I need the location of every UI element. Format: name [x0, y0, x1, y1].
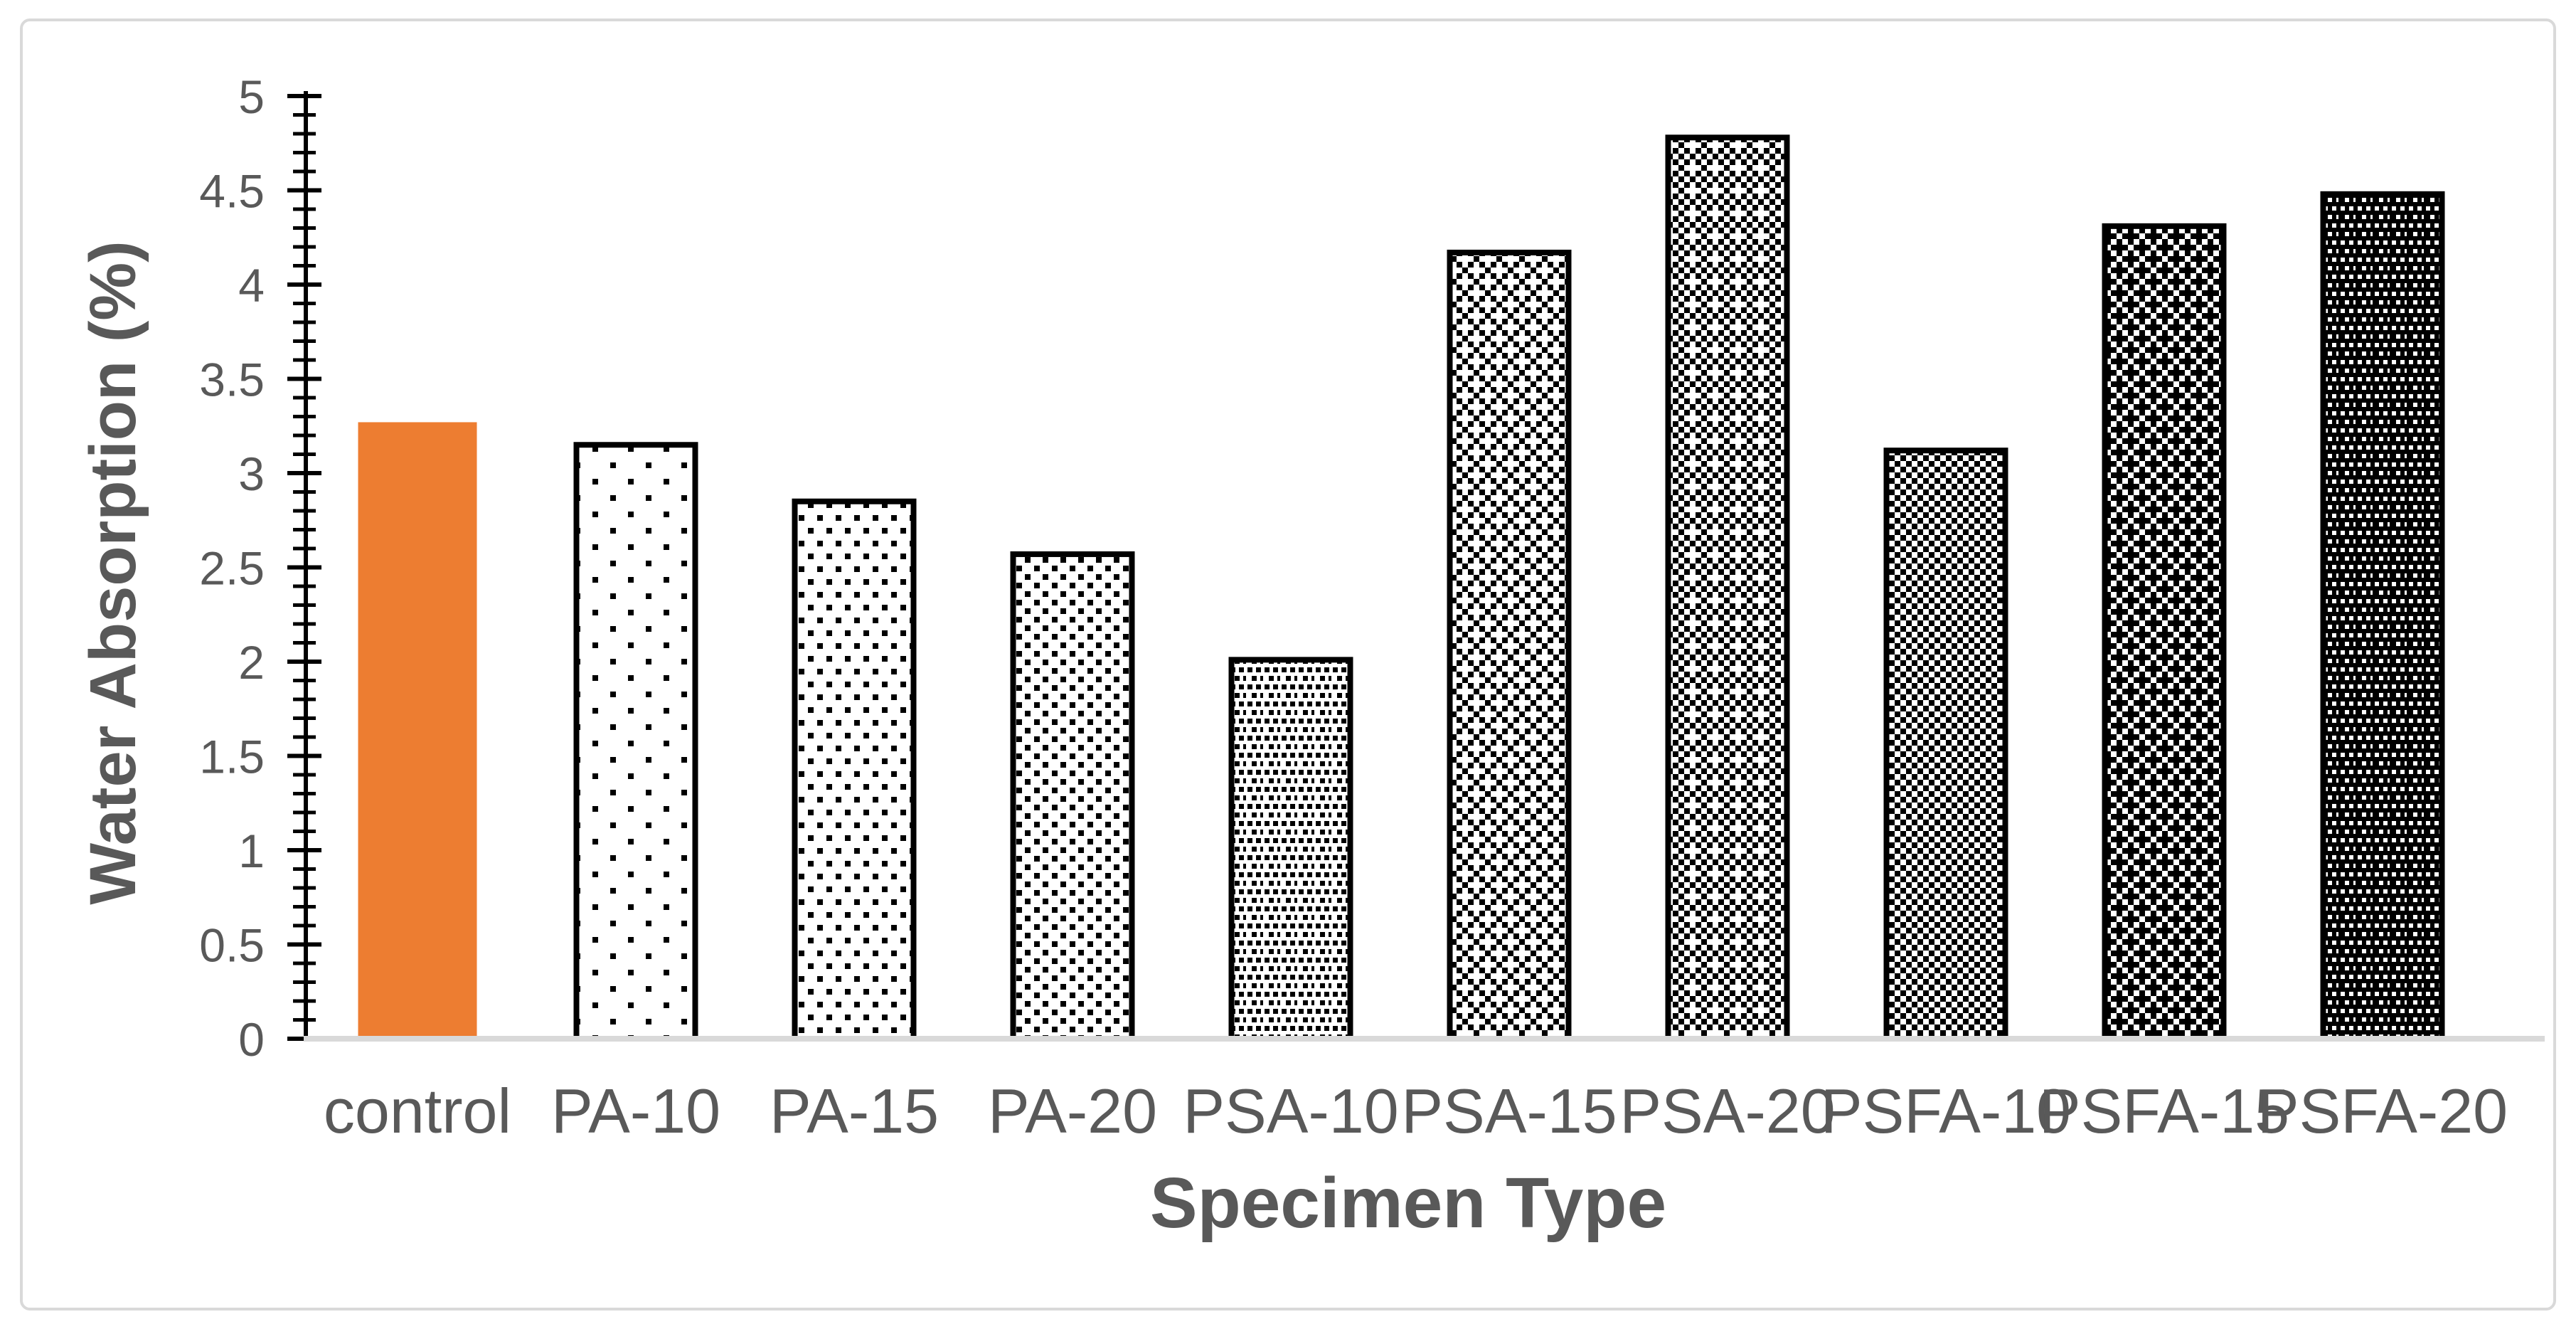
category-label-PSFA-15: PSFA-15 [2039, 1076, 2289, 1146]
bar-PSA-20 [1665, 134, 1790, 1042]
bar-PA-10 [573, 442, 698, 1042]
y-tick-label-2: 2 [238, 636, 265, 689]
category-label-PSFA-20: PSFA-20 [2257, 1076, 2508, 1146]
category-label-PSFA-10: PSFA-10 [1821, 1076, 2071, 1146]
y-axis-title: Water Absorption (%) [77, 240, 149, 905]
y-axis-group [287, 91, 2545, 1042]
category-label-PA-15: PA-15 [770, 1076, 939, 1146]
y-tick-label-1.5: 1.5 [199, 731, 265, 783]
y-tick-label-3: 3 [238, 448, 265, 500]
y-tick-label-0.5: 0.5 [199, 919, 265, 972]
y-tick-label-4: 4 [238, 259, 265, 312]
bar-control [358, 422, 477, 1039]
category-label-control: control [324, 1076, 511, 1146]
bar-PA-15 [792, 498, 917, 1042]
bar-PSFA-15 [2102, 223, 2227, 1042]
bar-PSFA-20 [2320, 191, 2445, 1042]
y-tick-label-5: 5 [238, 70, 265, 123]
category-label-PSA-15: PSA-15 [1401, 1076, 1617, 1146]
y-tick-label-2.5: 2.5 [199, 542, 265, 595]
x-axis-title: Specimen Type [1150, 1163, 1666, 1243]
category-label-PA-20: PA-20 [988, 1076, 1157, 1146]
y-tick-label-4.5: 4.5 [199, 165, 265, 218]
bar-PSA-10 [1228, 657, 1353, 1042]
category-label-PSA-10: PSA-10 [1183, 1076, 1398, 1146]
bar-PSFA-10 [1883, 448, 2008, 1042]
y-tick-label-3.5: 3.5 [199, 354, 265, 406]
axis-labels-group: control PA-10 PA-15 PA-20 PSA-10 PSA-15 PSA-20… [199, 70, 2508, 1146]
category-label-PA-10: PA-10 [551, 1076, 720, 1146]
y-tick-label-0: 0 [238, 1013, 265, 1066]
category-label-PSA-20: PSA-20 [1619, 1076, 1835, 1146]
bar-PA-20 [1010, 551, 1135, 1042]
bars-group [358, 134, 2445, 1042]
bar-PSA-15 [1447, 249, 1572, 1042]
y-tick-label-1: 1 [238, 825, 265, 877]
